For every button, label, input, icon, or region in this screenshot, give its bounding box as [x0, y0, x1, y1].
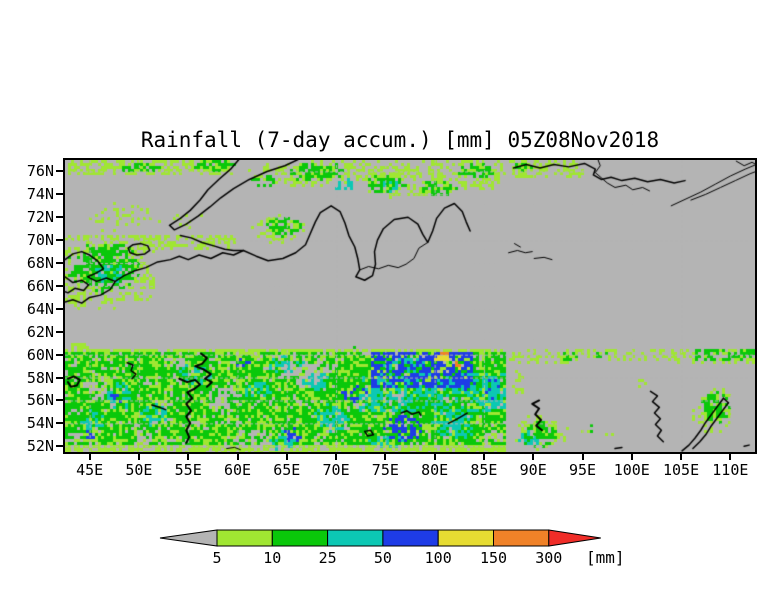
rainfall-map-canvas — [63, 158, 757, 454]
colorbar-segment — [437, 529, 495, 547]
colorbar-tick-label: 10 — [263, 549, 282, 567]
lat-tick-mark — [56, 422, 63, 425]
colorbar-unit-label: [mm] — [586, 548, 625, 567]
lat-tick-mark — [56, 445, 63, 448]
lon-tick-label: 60E — [223, 461, 252, 479]
lat-tick-label: 56N — [26, 391, 54, 410]
colorbar-segment — [382, 529, 439, 547]
lon-tick-label: 100E — [613, 461, 650, 479]
lon-tick-label: 105E — [663, 461, 700, 479]
lat-tick-mark — [56, 376, 63, 379]
lon-tick-mark — [729, 454, 732, 460]
colorbar — [159, 529, 601, 547]
lat-tick-label: 72N — [26, 208, 54, 227]
colorbar-left-arrow — [159, 529, 218, 547]
lon-tick-mark — [384, 454, 387, 460]
colorbar-tick-label: 50 — [373, 549, 392, 567]
lon-tick-mark — [433, 454, 436, 460]
lat-tick-label: 52N — [26, 437, 54, 456]
lat-tick-label: 60N — [26, 345, 54, 364]
lat-tick-mark — [56, 239, 63, 242]
lat-tick-label: 54N — [26, 414, 54, 433]
lon-tick-label: 80E — [421, 461, 449, 479]
lat-tick-label: 62N — [26, 322, 54, 341]
lon-tick-label: 55E — [174, 461, 202, 479]
lon-tick-label: 95E — [568, 461, 597, 479]
lon-tick-label: 50E — [125, 461, 153, 479]
lat-tick-label: 76N — [26, 162, 54, 181]
lon-tick-label: 75E — [371, 461, 399, 479]
colorbar-segment — [216, 529, 273, 547]
lon-tick-label: 70E — [322, 461, 350, 479]
lon-tick-label: 85E — [470, 461, 498, 479]
lat-tick-mark — [56, 330, 63, 333]
lon-tick-label: 110E — [712, 461, 749, 479]
colorbar-right-arrow — [548, 529, 601, 547]
lat-tick-mark — [56, 353, 63, 356]
colorbar-tick-label: 300 — [535, 549, 563, 567]
colorbar-segment — [327, 529, 384, 547]
lat-tick-label: 68N — [26, 254, 54, 273]
lat-tick-mark — [56, 399, 63, 402]
lon-tick-label: 45E — [76, 461, 104, 479]
colorbar-tick-label: 5 — [212, 549, 222, 567]
lat-tick-mark — [56, 216, 63, 219]
lon-tick-mark — [581, 454, 584, 460]
lon-tick-mark — [630, 454, 633, 460]
lon-tick-mark — [680, 454, 683, 460]
lon-tick-mark — [482, 454, 485, 460]
colorbar-segment — [493, 529, 550, 547]
plot-title: Rainfall (7-day accum.) [mm] 05Z08Nov201… — [140, 128, 660, 152]
lon-tick-mark — [137, 454, 140, 460]
lon-tick-mark — [88, 454, 91, 460]
lat-tick-mark — [56, 193, 63, 196]
lon-tick-mark — [335, 454, 338, 460]
lon-tick-label: 65E — [273, 461, 301, 479]
lat-tick-label: 64N — [26, 299, 54, 318]
colorbar-tick-label: 100 — [424, 549, 452, 567]
colorbar-tick-label: 150 — [479, 549, 508, 567]
lon-tick-mark — [187, 454, 190, 460]
lon-tick-label: 90E — [519, 461, 547, 479]
lat-tick-mark — [56, 307, 63, 310]
lon-tick-mark — [532, 454, 535, 460]
lat-tick-label: 66N — [26, 276, 54, 295]
lat-tick-mark — [56, 284, 63, 287]
lat-tick-label: 58N — [26, 368, 54, 387]
lat-tick-mark — [56, 262, 63, 265]
lon-tick-mark — [285, 454, 288, 460]
colorbar-tick-label: 25 — [318, 549, 337, 567]
lat-tick-label: 70N — [26, 231, 54, 250]
lon-tick-mark — [236, 454, 239, 460]
colorbar-segment — [271, 529, 329, 547]
lat-tick-label: 74N — [26, 185, 54, 204]
lat-tick-mark — [56, 170, 63, 173]
